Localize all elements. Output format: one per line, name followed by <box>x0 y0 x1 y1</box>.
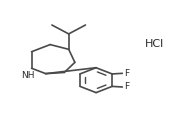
Text: HCl: HCl <box>145 39 164 49</box>
Text: F: F <box>124 82 129 91</box>
Text: F: F <box>124 69 129 78</box>
Text: NH: NH <box>21 71 35 80</box>
